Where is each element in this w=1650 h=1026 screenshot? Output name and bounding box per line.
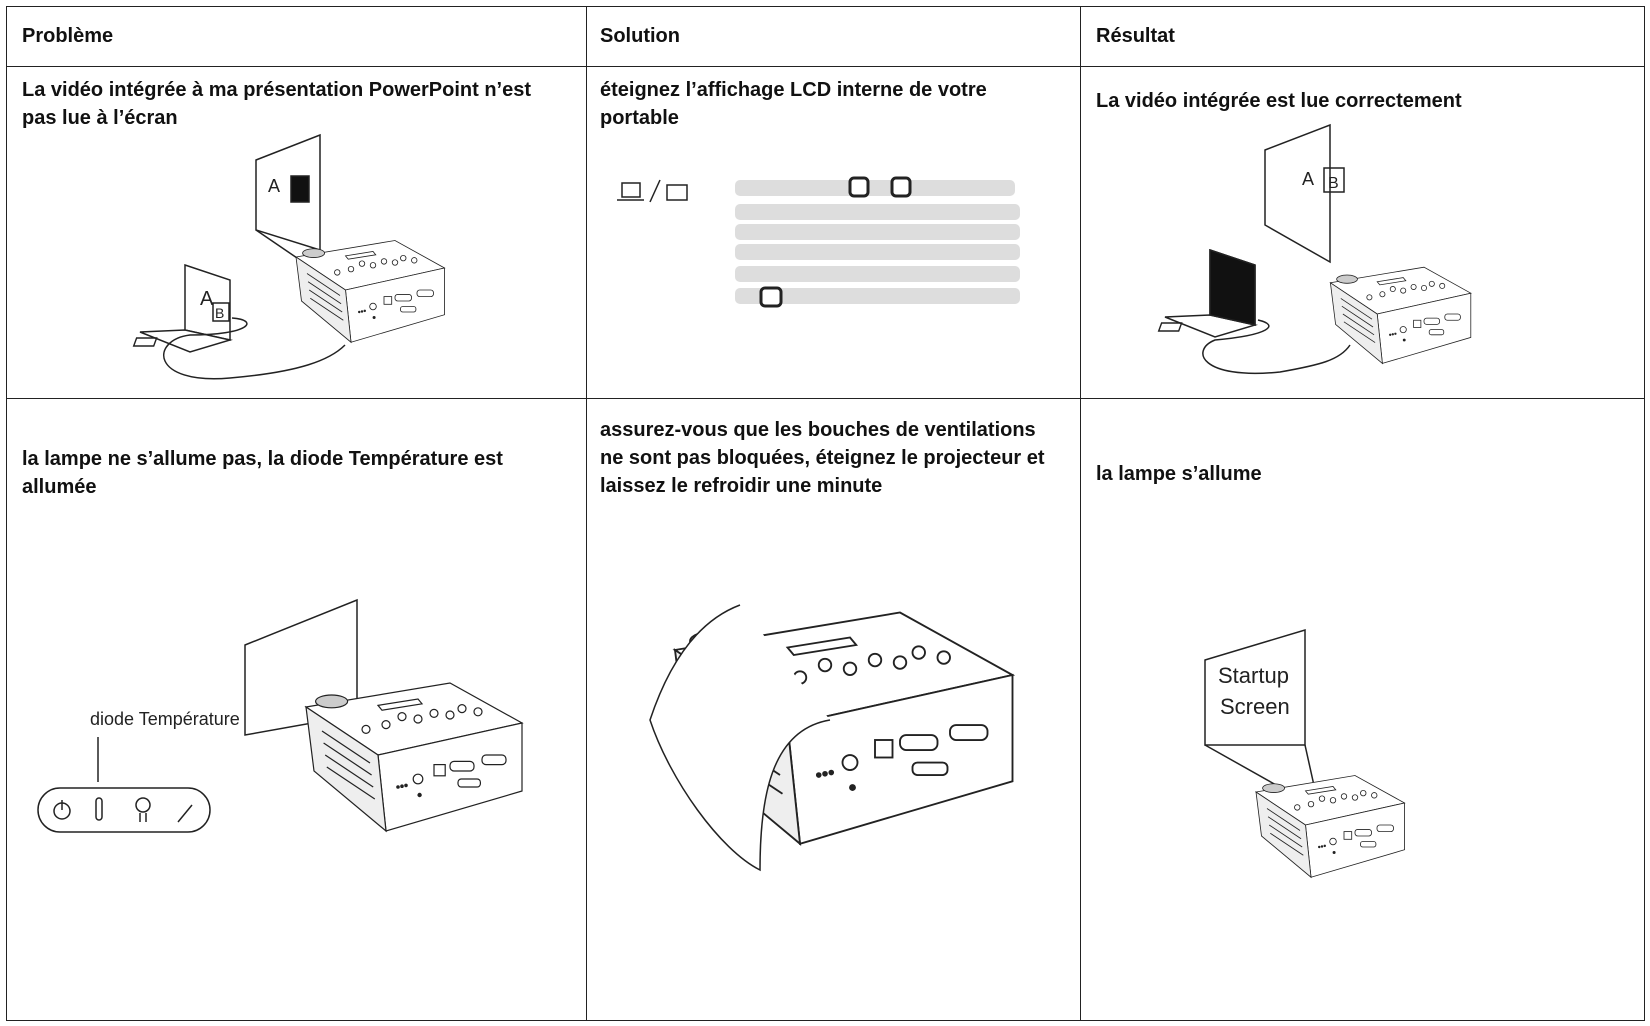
problem-text: La vidéo intégrée à ma présentation Powe… [22,79,532,129]
column-header: Solution [600,25,680,47]
column-header: Problème [22,25,114,47]
result-text: La vidéo intégrée est lue correctement [1096,90,1462,112]
solution-text: éteignez l’affichage LCD interne de votr… [600,79,987,129]
screen-label: A [1302,169,1314,189]
column-header: Résultat [1096,25,1175,47]
solution-text: assurez-vous que les bouches de ventilat… [600,419,1045,497]
laptop-label: B [215,305,224,321]
startup-text: Screen [1220,694,1290,719]
laptop-label: A [200,288,214,310]
screen-label: A [268,176,280,196]
result-text: la lampe s’allume [1096,463,1262,485]
led-label: diode Température [90,709,240,729]
screen-label: B [1328,175,1339,192]
startup-text: Startup [1218,663,1289,688]
cell [1080,398,1645,1021]
problem-text: la lampe ne s’allume pas, la diode Tempé… [22,448,503,498]
